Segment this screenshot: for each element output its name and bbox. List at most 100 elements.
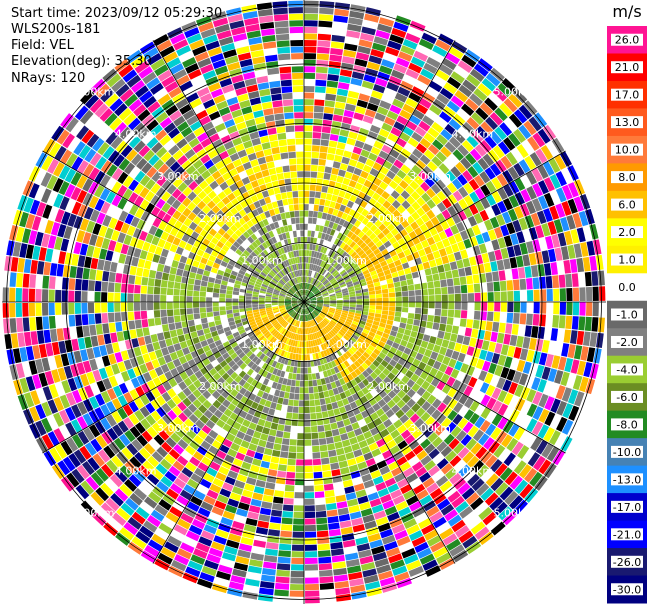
ray	[316, 304, 602, 364]
ray	[304, 302, 586, 424]
ray	[6, 240, 304, 302]
ray	[304, 1, 335, 302]
ray	[272, 1, 304, 302]
ray	[80, 302, 304, 516]
ray	[23, 302, 304, 425]
range-ring-label: 5.00km	[494, 506, 536, 519]
range-ring-label: 4.00km	[452, 464, 494, 477]
ray	[60, 113, 304, 302]
ray	[304, 78, 517, 302]
ray	[114, 58, 304, 302]
ray	[90, 78, 304, 302]
ray	[304, 223, 599, 302]
ray	[304, 302, 494, 546]
ray	[167, 27, 302, 297]
ray	[304, 302, 383, 597]
ray	[211, 302, 304, 594]
range-ring-label: 5.00km	[73, 506, 115, 519]
ray	[51, 302, 304, 480]
ray	[304, 137, 565, 302]
ray	[304, 67, 505, 302]
range-ring-labels: 1.00km 2.00km 3.00km 4.00km 5.00km 1.00km 2.00…	[73, 86, 535, 520]
range-ring-label: 4.00km	[452, 128, 494, 141]
ray	[304, 58, 493, 302]
ray	[242, 308, 303, 600]
range-ring-label: 4.00km	[115, 464, 157, 477]
ray	[304, 17, 395, 302]
azimuth-spoke	[152, 40, 305, 303]
ray	[304, 15, 411, 302]
ray	[127, 302, 304, 555]
range-ring-label: 2.00km	[199, 380, 241, 393]
ray	[304, 33, 454, 302]
range-ring-label: 3.00km	[157, 170, 199, 183]
ray	[304, 302, 599, 379]
ray	[304, 302, 557, 479]
ray	[304, 302, 573, 452]
ray	[304, 100, 538, 302]
ray	[210, 11, 304, 302]
velocity-rays	[2, 0, 606, 604]
ray	[168, 302, 304, 578]
azimuth-spoke	[303, 301, 456, 564]
ray	[304, 302, 455, 571]
ray	[2, 287, 304, 302]
ray	[304, 302, 469, 563]
range-ring-label: 5.00km	[494, 86, 536, 99]
azimuth-spoke	[152, 301, 305, 564]
ray	[304, 49, 481, 302]
start-time-label: Start time: 2023/09/12 05:29:30	[11, 6, 223, 21]
ray	[9, 302, 304, 381]
ray	[304, 151, 573, 302]
ray	[4, 255, 304, 302]
ray	[12, 209, 304, 302]
ray	[35, 152, 304, 302]
ray	[43, 302, 304, 467]
ray	[304, 302, 506, 536]
azimuth-spoke	[303, 301, 566, 454]
ray	[304, 302, 427, 583]
ray	[304, 302, 566, 466]
ray	[304, 26, 440, 302]
ray	[304, 302, 548, 491]
range-ring-label: 1.00km	[241, 254, 283, 267]
azimuth-spoke	[303, 40, 456, 303]
ray	[304, 302, 539, 503]
ray	[304, 0, 319, 302]
ray	[304, 302, 596, 395]
ray	[154, 302, 304, 571]
ray	[304, 124, 557, 302]
field-label: Field: VEL	[11, 38, 74, 53]
ray	[4, 302, 304, 350]
ray	[115, 302, 304, 546]
azimuth-spokes	[2, 0, 606, 604]
ray	[22, 180, 304, 302]
ray	[9, 225, 304, 302]
range-ring-label: 1.00km	[325, 338, 367, 351]
ray	[304, 302, 352, 602]
ray	[28, 166, 304, 302]
ray	[304, 302, 604, 349]
ray	[69, 101, 304, 302]
nrays-label: NRays: 120	[11, 71, 86, 86]
ray	[91, 302, 304, 526]
range-ring-label: 3.00km	[409, 422, 451, 435]
ray	[102, 68, 304, 302]
ray	[13, 302, 304, 396]
ray	[304, 112, 548, 302]
ray	[181, 21, 304, 302]
ray	[304, 254, 604, 302]
ray	[182, 302, 304, 584]
ray	[139, 41, 304, 302]
azimuth-spoke	[42, 150, 305, 303]
ray	[6, 303, 298, 365]
ray	[126, 49, 304, 302]
ray	[80, 89, 304, 302]
range-ring-label: 3.00km	[409, 170, 451, 183]
ray	[225, 7, 303, 296]
ray	[304, 302, 528, 515]
ray	[304, 270, 605, 302]
range-ring-label: 2.00km	[367, 380, 409, 393]
ray	[304, 302, 580, 438]
